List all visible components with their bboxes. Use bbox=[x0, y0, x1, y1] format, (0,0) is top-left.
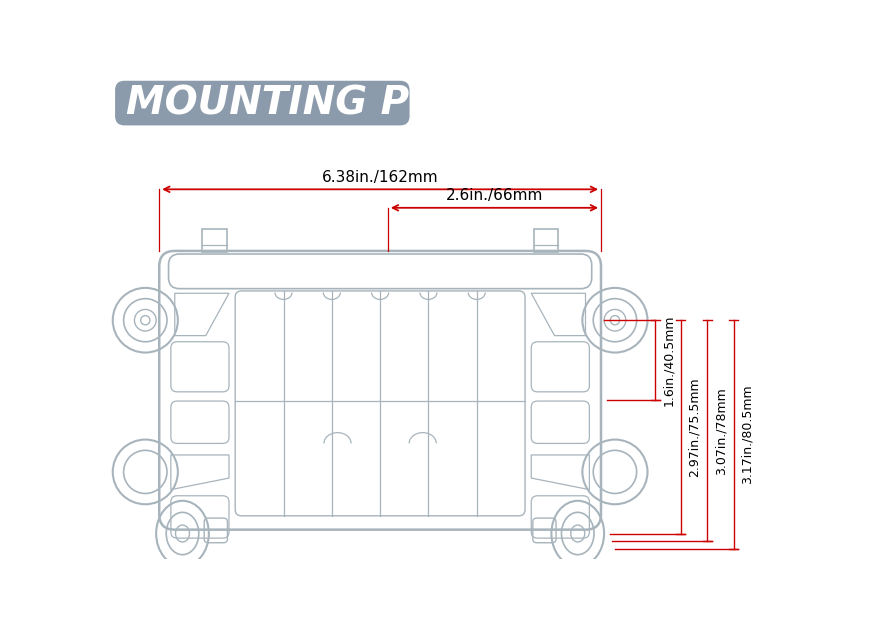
Text: 1.6in./40.5mm: 1.6in./40.5mm bbox=[662, 314, 675, 406]
Text: 2.6in./66mm: 2.6in./66mm bbox=[446, 188, 544, 203]
Text: MOUNTING PLATE: MOUNTING PLATE bbox=[126, 85, 513, 123]
FancyBboxPatch shape bbox=[115, 81, 409, 126]
Bar bbox=[202, 229, 226, 252]
Text: 2.97in./75.5mm: 2.97in./75.5mm bbox=[688, 377, 701, 477]
Text: 3.17in./80.5mm: 3.17in./80.5mm bbox=[740, 385, 753, 484]
Text: 6.38in./162mm: 6.38in./162mm bbox=[321, 170, 438, 185]
Text: 3.07in./78mm: 3.07in./78mm bbox=[714, 387, 727, 475]
Bar bbox=[534, 229, 558, 252]
